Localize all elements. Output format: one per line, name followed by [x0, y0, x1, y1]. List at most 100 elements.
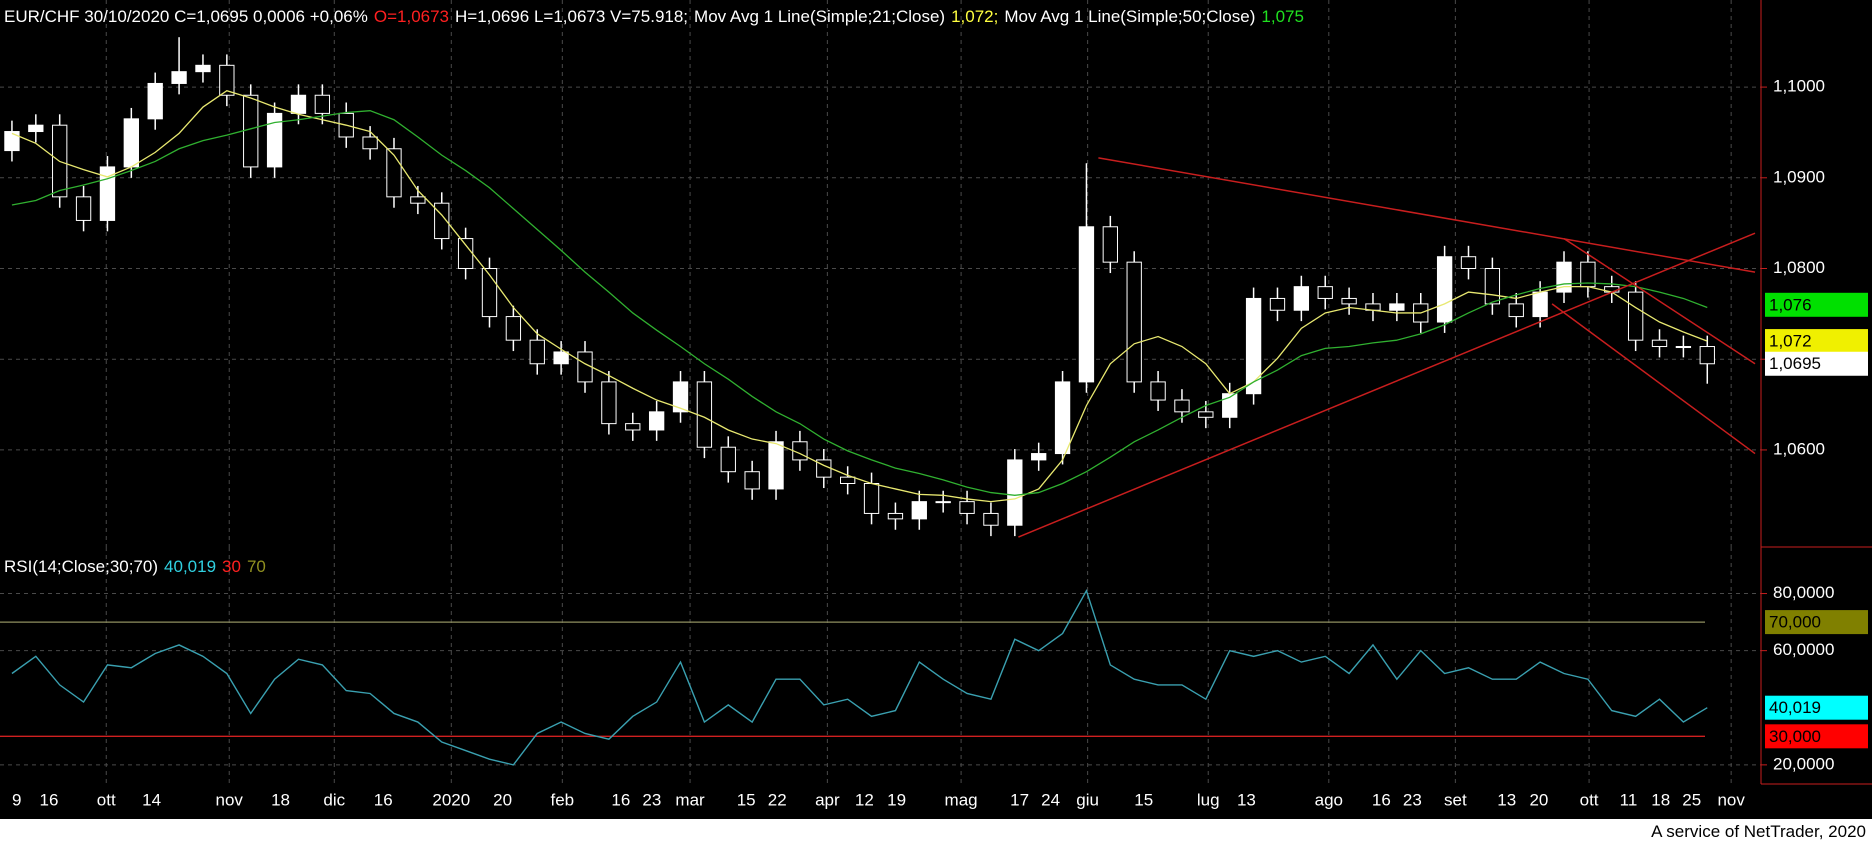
rsi-line [11, 588, 1708, 766]
candle-body [410, 196, 426, 204]
price-header: EUR/CHF 30/10/2020 C=1,0695 0,0006 +0,06… [4, 7, 1310, 27]
x-tick-label: 17 [1010, 790, 1029, 809]
value-box [1765, 610, 1868, 635]
candle-body [1054, 381, 1071, 455]
x-tick-label: giu [1076, 790, 1099, 809]
value-box-label: 1,0695 [1769, 354, 1821, 373]
candle-body [266, 112, 283, 168]
candle-body [887, 512, 904, 520]
value-box-label: 30,000 [1769, 727, 1821, 746]
candle-body [1198, 411, 1214, 418]
candle-body [1293, 286, 1310, 311]
header-segment: 40,019 [164, 557, 217, 576]
y-tick-label: 20,0000 [1773, 754, 1834, 773]
x-tick-label: 15 [1134, 790, 1153, 809]
moving-average [11, 90, 1708, 503]
candle-body [1102, 226, 1118, 263]
candle-body [1484, 268, 1501, 305]
candle-body [505, 316, 522, 341]
candle-body [1699, 346, 1715, 365]
candle-body [243, 94, 259, 168]
candle-body [1508, 303, 1524, 318]
header-segment: 30 [222, 557, 241, 576]
x-tick-label: 15 [737, 790, 756, 809]
candle-body [696, 381, 713, 448]
value-box [1765, 292, 1868, 317]
candle-body [1460, 256, 1477, 270]
x-tick-label: 19 [887, 790, 906, 809]
candle-body [720, 446, 736, 473]
x-tick-label: feb [551, 790, 575, 809]
candle-body [1126, 261, 1142, 383]
candle-body [1651, 339, 1668, 348]
candle-body [4, 131, 20, 152]
x-tick-label: 23 [1403, 790, 1422, 809]
candle-body [911, 501, 927, 520]
x-tick-label: 20 [1529, 790, 1548, 809]
x-tick-label: 13 [1497, 790, 1516, 809]
candle-body [601, 381, 617, 425]
y-tick-label: 1,0600 [1773, 439, 1825, 458]
candle-body [290, 94, 307, 114]
rsi-header: RSI(14;Close;30;70) 40,019 30 70 [4, 557, 272, 577]
header-segment: Mov Avg 1 Line(Simple;50;Close) [1004, 7, 1256, 26]
candle-body [219, 64, 235, 96]
candle-body [840, 476, 856, 485]
x-tick-label: nov [216, 790, 244, 809]
x-tick-label: ott [97, 790, 116, 809]
value-box-label: 1,072 [1769, 332, 1812, 351]
x-tick-label: 13 [1237, 790, 1256, 809]
candle-body [362, 136, 378, 150]
candle-body [123, 118, 139, 168]
candle-body [1389, 303, 1405, 311]
candle-body [1341, 297, 1357, 305]
y-tick-label: 60,0000 [1773, 640, 1834, 659]
y-tick-label: 1,1000 [1773, 77, 1825, 96]
y-tick-label: 1,0800 [1773, 258, 1825, 277]
value-box [1765, 724, 1868, 749]
candle-body [648, 411, 665, 431]
candle-body [1078, 226, 1095, 383]
x-tick-label: 16 [39, 790, 58, 809]
y-tick-label: 1,0900 [1773, 167, 1825, 186]
header-segment: RSI(14;Close;30;70) [4, 557, 159, 576]
x-tick-label: 2020 [432, 790, 470, 809]
candle-body [1031, 453, 1047, 461]
chart: 9 16 ott 14 nov 18 dic 16 2020 20 feb 16 23 mar 15 22 ap… [0, 0, 1872, 809]
header-segment: O=1,0673 [373, 7, 450, 26]
candle-body [1269, 297, 1286, 311]
candle-body [625, 423, 641, 431]
x-tick-label: 25 [1682, 790, 1701, 809]
x-tick-label: 9 [12, 790, 21, 809]
candle-body [553, 351, 569, 365]
x-tick-label: mar [675, 790, 705, 809]
x-tick-label: 12 [855, 790, 874, 809]
x-tick-label: 16 [1372, 790, 1391, 809]
header-segment: 1,072; [951, 7, 999, 26]
footer: A service of NetTrader, 2020 [0, 819, 1872, 844]
x-tick-label: 11 [1620, 790, 1638, 809]
candle-body [1245, 297, 1262, 395]
trend-line [1563, 237, 1756, 365]
candle-body [171, 71, 187, 84]
x-tick-label: ott [1580, 790, 1599, 809]
x-tick-label: 18 [271, 790, 290, 809]
footer-text: A service of NetTrader, 2020 [1651, 822, 1866, 841]
header-segment: H=1,0696 L=1,0673 V=75.918; [455, 7, 689, 26]
x-tick-label: 22 [768, 790, 787, 809]
x-tick-label: nov [1717, 790, 1745, 809]
header-segment: EUR/CHF 30/10/2020 C=1,0695 0,0006 +0,06… [4, 7, 368, 26]
candle-body [1675, 346, 1692, 349]
value-box [1765, 351, 1868, 376]
candle-body [75, 196, 92, 221]
candle-body [744, 471, 760, 490]
value-box-label: 40,019 [1769, 698, 1821, 717]
y-tick-label: 80,0000 [1773, 583, 1834, 602]
x-tick-label: 24 [1041, 790, 1060, 809]
x-tick-label: set [1444, 790, 1467, 809]
candle-body [147, 82, 163, 120]
candle-body [672, 381, 689, 413]
header-segment: 70 [246, 557, 266, 576]
candle-body [1532, 291, 1548, 318]
